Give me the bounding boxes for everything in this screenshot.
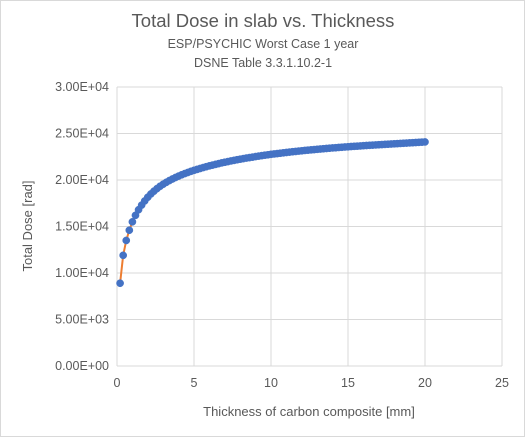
x-tick-label: 25 [495, 376, 509, 390]
y-tick-label: 1.50E+04 [55, 220, 109, 234]
y-tick-label: 2.00E+04 [55, 173, 109, 187]
chart-subtitle-line-1: ESP/PSYCHIC Worst Case 1 year [168, 37, 359, 51]
data-point [119, 251, 128, 260]
y-tick-label: 0.00E+00 [55, 359, 109, 373]
data-point [125, 226, 134, 235]
y-axis-label: Total Dose [rad] [20, 180, 35, 271]
series-line [119, 140, 426, 284]
gridlines [116, 86, 503, 367]
x-tick-label: 20 [418, 376, 432, 390]
y-tick-label: 1.00E+04 [55, 266, 109, 280]
chart-subtitle-line-2: DSNE Table 3.3.1.10.2-1 [194, 56, 332, 70]
x-axis-label: Thickness of carbon composite [mm] [203, 404, 415, 419]
data-point [421, 138, 429, 146]
chart-title: Total Dose in slab vs. Thickness [132, 10, 395, 31]
y-tick-label: 2.50E+04 [55, 127, 109, 141]
x-tick-label: 15 [341, 376, 355, 390]
series-dose [116, 138, 429, 288]
x-tick-label: 0 [114, 376, 121, 390]
data-point [122, 236, 131, 245]
y-tick-label: 5.00E+03 [55, 313, 109, 327]
x-tick-label: 5 [191, 376, 198, 390]
x-tick-label: 10 [264, 376, 278, 390]
data-point [116, 279, 124, 288]
y-tick-label: 3.00E+04 [55, 80, 109, 94]
y-axis-ticks: 0.00E+00 5.00E+03 1.00E+04 1.50E+04 2.00E+04… [55, 80, 109, 373]
x-axis-ticks: 0 5 10 15 20 25 [114, 376, 509, 390]
data-point [128, 218, 137, 226]
